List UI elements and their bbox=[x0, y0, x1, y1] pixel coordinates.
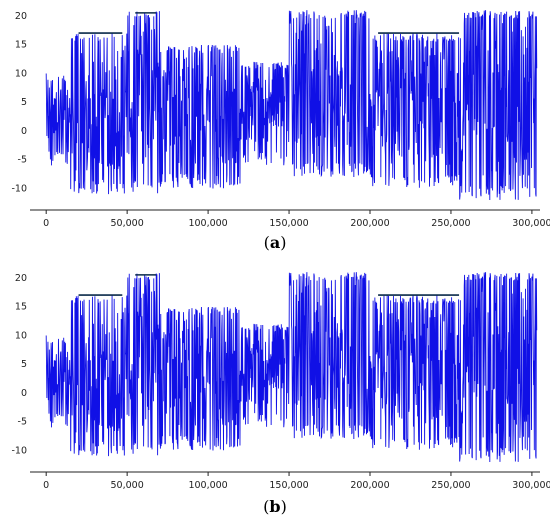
x-tick-label: 150,000 bbox=[269, 480, 308, 491]
x-tick-label: 250,000 bbox=[431, 218, 470, 229]
caption-a-letter: a bbox=[269, 233, 281, 252]
y-tick-label: 15 bbox=[15, 302, 27, 313]
chart-b-svg: -10 -5 0 5 10 15 20 0 50,000 100,000 150,000 200,00… bbox=[11, 272, 550, 491]
y-tick-label: -10 bbox=[11, 445, 27, 456]
y-tick-label: 0 bbox=[21, 126, 27, 137]
panel-b: -10 -5 0 5 10 15 20 0 50,000 100,000 150,000 200,00… bbox=[0, 262, 550, 525]
x-tick-label: 250,000 bbox=[431, 480, 470, 491]
x-tick-label: 100,000 bbox=[188, 218, 227, 229]
caption-b-letter: b bbox=[269, 497, 281, 516]
x-tick-label: 200,000 bbox=[350, 480, 389, 491]
y-tick-label: 20 bbox=[15, 273, 27, 284]
y-tick-label: 10 bbox=[15, 68, 27, 79]
x-tick-label: 0 bbox=[43, 480, 49, 491]
y-tick-label: 20 bbox=[15, 11, 27, 22]
y-tick-label: 10 bbox=[15, 330, 27, 341]
series-line bbox=[45, 10, 538, 200]
panel-a: -10 -5 0 5 10 15 20 0 50,000 100,000 150,000 200,00… bbox=[0, 0, 550, 262]
x-tick-label: 300,000 bbox=[512, 480, 550, 491]
series-line bbox=[45, 272, 538, 462]
caption-a: (a) bbox=[263, 233, 287, 252]
caption-b: (b) bbox=[263, 497, 287, 516]
x-tick-label: 100,000 bbox=[188, 480, 227, 491]
y-tick-label: 0 bbox=[21, 388, 27, 399]
x-tick-label: 300,000 bbox=[512, 218, 550, 229]
x-tick-label: 50,000 bbox=[111, 480, 144, 491]
y-tick-label: -5 bbox=[18, 155, 27, 166]
y-tick-label: 5 bbox=[21, 359, 27, 370]
y-tick-label: 5 bbox=[21, 97, 27, 108]
y-tick-label: 15 bbox=[15, 40, 27, 51]
x-tick-label: 50,000 bbox=[111, 218, 144, 229]
x-tick-label: 200,000 bbox=[350, 218, 389, 229]
chart-a-svg: -10 -5 0 5 10 15 20 0 50,000 100,000 150,000 200,00… bbox=[11, 10, 550, 229]
x-tick-label: 0 bbox=[43, 218, 49, 229]
x-tick-label: 150,000 bbox=[269, 218, 308, 229]
y-tick-label: -10 bbox=[11, 183, 27, 194]
y-tick-label: -5 bbox=[18, 417, 27, 428]
